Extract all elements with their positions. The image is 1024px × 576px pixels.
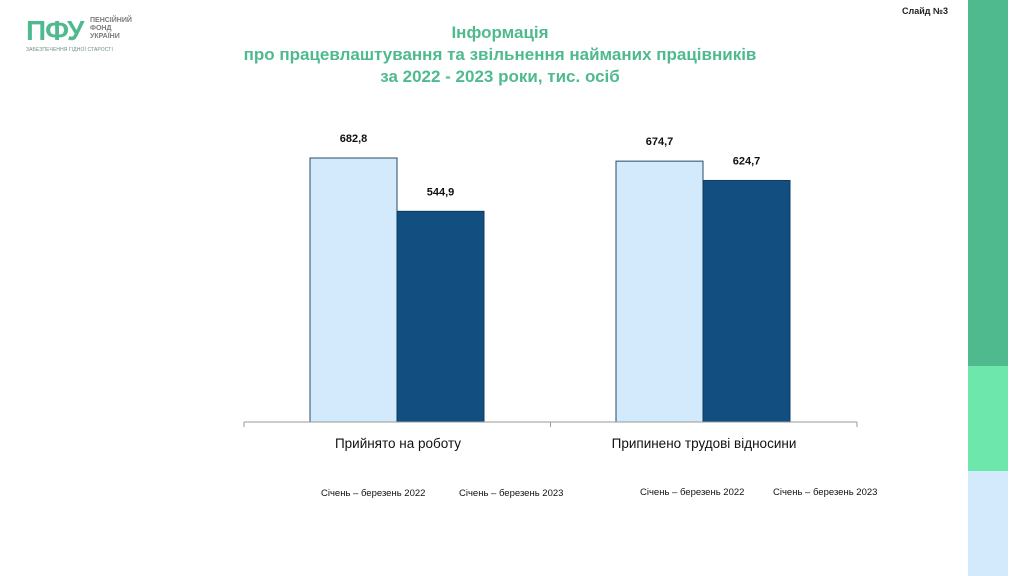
logo-tagline: ЗАБЕЗПЕЧЕННЯ ГІДНОЇ СТАРОСТІ — [26, 47, 113, 53]
logo-line-2: ФОНД — [90, 25, 112, 32]
strip-segment-middle — [968, 366, 1008, 471]
data-label-series-1-category-2: 674,7 — [646, 136, 674, 148]
logo-text: ПЕНСІЙНИЙ ФОНД УКРАЇНИ — [90, 17, 132, 41]
legend-label-group-2-2: Січень – березень 2023 — [773, 487, 877, 498]
logo-line-3: УКРАЇНИ — [90, 33, 120, 40]
legend-label-group-1-2: Січень – березень 2023 — [459, 488, 563, 499]
title-line-2: про працевлаштування та звільнення найма… — [243, 45, 757, 64]
slide-title: Інформація про працевлаштування та звіль… — [200, 22, 800, 88]
legend-label-group-1-1: Січень – березень 2022 — [321, 488, 425, 499]
strip-segment-top — [968, 0, 1008, 366]
slide-number: Слайд №3 — [901, 6, 948, 16]
bar-series-1-category-2 — [615, 160, 704, 423]
title-line-3: за 2022 - 2023 роки, тис. осіб — [380, 67, 620, 86]
bar-series-2-category-2 — [702, 179, 791, 423]
category-label-2: Припинено трудові відносини — [612, 436, 797, 451]
bar-series-2-category-1 — [396, 210, 485, 423]
strip-segment-bottom — [968, 471, 1008, 576]
data-label-series-1-category-1: 682,8 — [340, 133, 368, 145]
data-label-series-2-category-1: 544,9 — [427, 186, 455, 198]
decorative-side-strip — [968, 0, 1008, 576]
logo-line-1: ПЕНСІЙНИЙ — [90, 17, 132, 24]
legend-label-group-2-1: Січень – березень 2022 — [640, 487, 744, 498]
category-label-1: Прийнято на роботу — [335, 436, 461, 451]
pfu-logo: ПФУ ПЕНСІЙНИЙ ФОНД УКРАЇНИ ЗАБЕЗПЕЧЕННЯ … — [26, 16, 138, 56]
logo-mark: ПФУ — [26, 15, 84, 46]
bar-series-1-category-1 — [309, 157, 398, 423]
title-line-1: Інформація — [451, 23, 549, 42]
data-label-series-2-category-2: 624,7 — [733, 155, 761, 167]
